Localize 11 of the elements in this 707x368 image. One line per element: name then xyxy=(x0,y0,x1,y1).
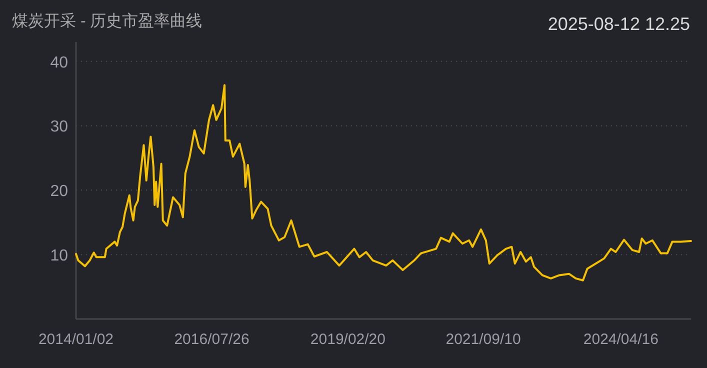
xtick: 2016/07/26 xyxy=(174,331,250,348)
annotation: 2025-08-12 12.25 xyxy=(548,14,690,34)
ytick: 40 xyxy=(50,54,68,72)
xtick: 2019/02/20 xyxy=(310,331,386,348)
xtick: 2014/01/02 xyxy=(38,331,114,348)
ytick: 20 xyxy=(50,183,68,200)
xtick: 2021/09/10 xyxy=(446,331,521,348)
xtick: 2024/04/16 xyxy=(583,331,658,348)
ytick: 10 xyxy=(50,248,68,265)
title: 煤炭开采 - 历史市盈率曲线 xyxy=(12,13,202,30)
ytick: 30 xyxy=(50,118,68,136)
